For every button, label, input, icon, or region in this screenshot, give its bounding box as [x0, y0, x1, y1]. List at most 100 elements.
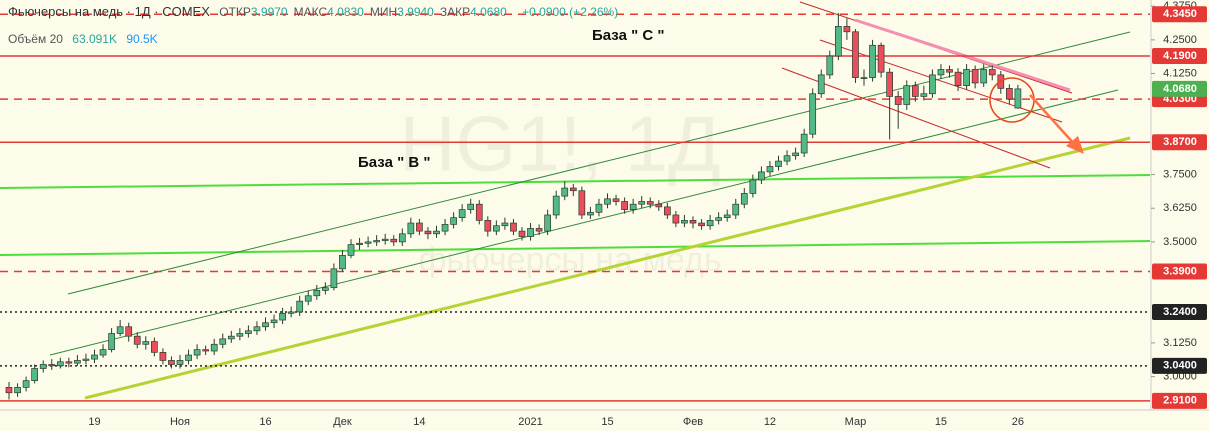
candle-body — [501, 222, 509, 227]
candle-body — [911, 85, 919, 97]
candle-body — [595, 203, 603, 213]
candle-body — [91, 354, 98, 360]
candle-body — [381, 238, 389, 241]
y-tick-label: 3.1250 — [1163, 337, 1197, 349]
arrow-head — [1066, 136, 1084, 154]
candle-body — [988, 69, 996, 76]
y-tick-label: 4.1250 — [1163, 67, 1197, 79]
candle-body — [227, 335, 235, 340]
price-label-box — [1152, 48, 1207, 65]
candle-body — [458, 209, 466, 219]
x-tick-label: 16 — [259, 416, 271, 428]
candle-body — [356, 242, 363, 245]
candle-body — [450, 217, 457, 225]
candle-body — [954, 71, 962, 87]
candle-body — [424, 230, 432, 235]
candle-body — [792, 152, 799, 157]
price-label-box — [1152, 392, 1207, 409]
candle-body — [621, 201, 628, 210]
levels — [0, 13, 1150, 402]
candle-body — [903, 85, 911, 105]
candle-body — [339, 255, 346, 270]
candle-body — [629, 203, 637, 210]
candle-body — [416, 222, 423, 232]
candle-body — [587, 211, 594, 216]
candle-body — [142, 341, 150, 345]
candle-body — [604, 198, 611, 205]
candle-body — [364, 241, 372, 244]
candle-body — [655, 203, 663, 208]
candle-body — [210, 343, 218, 352]
candle-body — [561, 187, 569, 197]
candle-body — [304, 295, 312, 302]
candle-body — [800, 133, 808, 154]
trend-line — [84, 136, 1131, 400]
candle-body — [852, 31, 859, 78]
candle-body — [971, 69, 979, 84]
candle-body — [578, 190, 586, 216]
x-tick-label: Мар — [845, 416, 867, 428]
candle-body — [262, 322, 269, 328]
x-tick-label: 15 — [935, 416, 947, 428]
candle-body — [758, 171, 765, 181]
candle-body — [612, 198, 620, 202]
x-tick-label: 12 — [764, 416, 776, 428]
candle-body — [715, 217, 723, 221]
candle-body — [1005, 88, 1013, 100]
candle-body — [510, 222, 517, 232]
candle-body — [39, 364, 47, 369]
candle-body — [22, 380, 30, 388]
ohlc-value: 3.9970 — [250, 5, 288, 19]
x-tick-label: 14 — [413, 416, 425, 428]
price-label-box — [1152, 134, 1207, 151]
candle-body — [253, 326, 261, 332]
candle-body — [869, 44, 876, 78]
watermark-symbol: HG1!, 1Д — [399, 100, 721, 188]
candle-body — [920, 93, 928, 97]
trend-line — [67, 31, 1131, 295]
candle-body — [279, 312, 286, 321]
candle-body — [82, 358, 90, 361]
header-row: Фьючерсы на медь · 1Д · COMEX ОТКР3.9970… — [8, 4, 624, 19]
candle-body — [544, 214, 552, 232]
ohlc-value: 3.9940 — [397, 5, 434, 19]
price-label: 4.3450 — [1163, 8, 1197, 20]
candle-body — [31, 368, 38, 381]
candle-body — [398, 233, 406, 243]
candle-body — [706, 220, 714, 227]
candle-body — [638, 201, 646, 205]
candle-body — [843, 26, 851, 33]
ohlc-label: ЗАКР — [439, 5, 471, 19]
candle-body — [569, 187, 577, 192]
volume-ma: 63.091K — [72, 32, 117, 46]
y-tick-label: 4.2500 — [1163, 34, 1197, 46]
candle-body — [65, 361, 73, 364]
candle-body — [766, 166, 774, 173]
candle-body — [322, 287, 329, 291]
candle-body — [877, 44, 885, 73]
candle-body — [99, 349, 107, 356]
candle-body — [270, 319, 278, 324]
candle-body — [929, 74, 936, 95]
x-tick-label: 26 — [1012, 416, 1024, 428]
trend-line — [781, 67, 1051, 169]
candle-body — [826, 55, 834, 76]
candle-body — [133, 335, 141, 345]
candle-body — [245, 330, 252, 334]
candle-body — [663, 206, 671, 216]
candle-body — [116, 326, 124, 334]
candle-body — [740, 193, 748, 205]
ohlc-value: 4.0680 — [470, 5, 507, 19]
ohlc-label: ОТКР — [219, 5, 251, 19]
y-tick-label: 3.5000 — [1163, 236, 1197, 248]
candle-body — [1014, 88, 1022, 109]
candle-body — [946, 69, 953, 73]
candle-body — [56, 361, 64, 367]
price-label: 3.3900 — [1163, 265, 1197, 277]
candle-body — [775, 160, 782, 167]
candle-body — [646, 201, 654, 205]
price-label: 3.8700 — [1163, 136, 1197, 148]
x-tick-label: 15 — [601, 416, 613, 428]
price-label-box — [1152, 80, 1207, 97]
